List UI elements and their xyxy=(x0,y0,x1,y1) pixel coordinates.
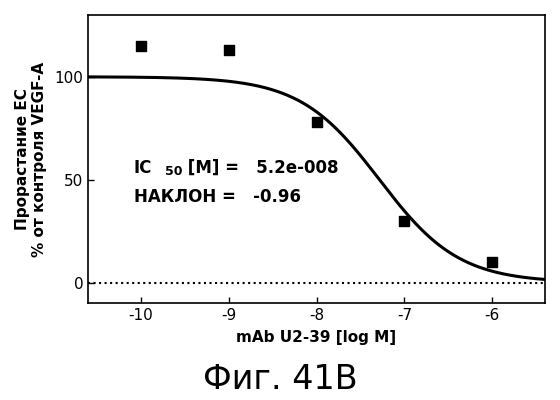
Point xyxy=(312,119,321,125)
Text: IC: IC xyxy=(134,159,152,177)
Point xyxy=(224,47,233,53)
Text: [M] =   5.2e-008: [M] = 5.2e-008 xyxy=(182,159,338,177)
Point xyxy=(136,43,145,49)
X-axis label: mAb U2-39 [log M]: mAb U2-39 [log M] xyxy=(236,330,396,345)
Point xyxy=(400,218,409,224)
Text: НАКЛОН =   -0.96: НАКЛОН = -0.96 xyxy=(134,188,301,206)
Point xyxy=(488,259,497,265)
Text: 50: 50 xyxy=(165,165,183,178)
Y-axis label: Прорастание ЕС
% от контроля VEGF-A: Прорастание ЕС % от контроля VEGF-A xyxy=(15,62,48,257)
Text: Фиг. 41B: Фиг. 41B xyxy=(203,363,357,396)
